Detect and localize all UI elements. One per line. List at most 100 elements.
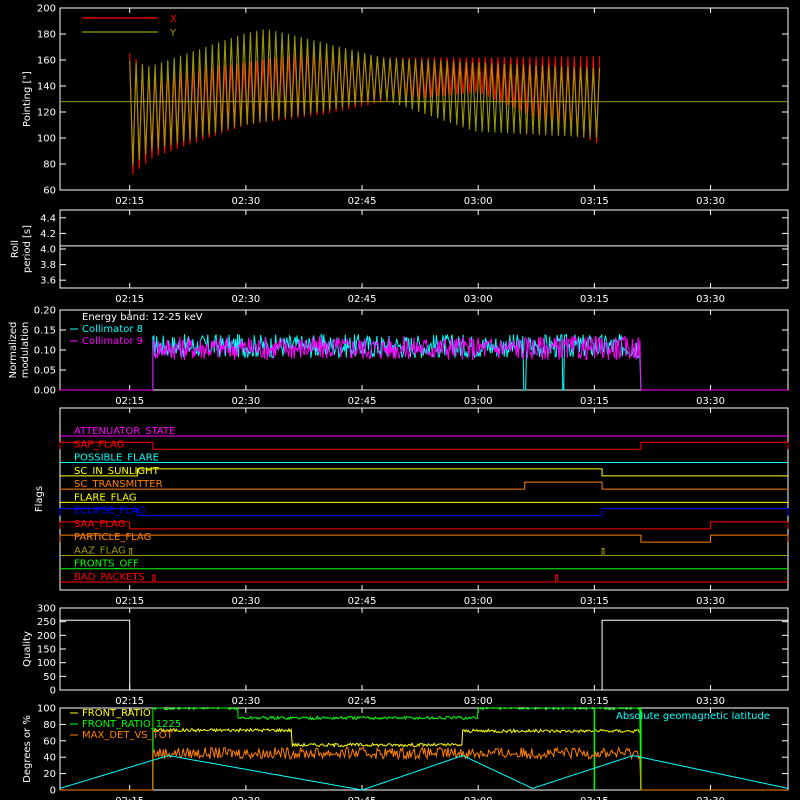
x-tick-label: 03:00 xyxy=(464,294,493,305)
flag-label: ECLIPSE_FLAG xyxy=(74,506,145,517)
y-tick-label: 0 xyxy=(50,786,56,797)
x-tick-label: 02:45 xyxy=(348,796,377,800)
flag-label: SAA_FLAG xyxy=(74,519,125,530)
legend-label: MAX_DET_VS_TOT xyxy=(82,730,174,741)
annotation-geomagnetic: Absolute geomagnetic latitude xyxy=(616,711,770,722)
y-tick-label: 3.8 xyxy=(40,260,56,271)
y-axis-label: Pointing ["] xyxy=(22,71,33,127)
y-tick-label: 200 xyxy=(37,4,56,15)
flag-label: FRONTS_OFF xyxy=(74,559,139,570)
y-tick-label: 180 xyxy=(37,30,56,41)
y-axis-label: Quality xyxy=(22,631,33,667)
x-tick-label: 02:15 xyxy=(115,596,144,607)
x-tick-label: 02:45 xyxy=(348,596,377,607)
series-collimator-9-line xyxy=(60,335,788,391)
x-tick-label: 03:15 xyxy=(580,796,609,800)
x-tick-label: 02:45 xyxy=(348,396,377,407)
flag-line xyxy=(59,441,789,450)
y-tick-label: 60 xyxy=(43,186,56,197)
x-tick-label: 02:30 xyxy=(231,396,260,407)
panel-2: 02:15 02:30 02:45 03:00 03:15 03:30 0.00 0.05 0.… xyxy=(8,306,789,407)
plot-frame xyxy=(59,407,789,591)
flag-label: POSSIBLE_FLARE xyxy=(74,453,159,464)
x-tick-label: 03:30 xyxy=(696,294,725,305)
y-axis-label: Flags xyxy=(34,486,45,512)
y-tick-label: 3.6 xyxy=(40,276,56,287)
legend-label: FRONT_RATIO xyxy=(82,708,151,719)
x-tick-label: 03:30 xyxy=(696,396,725,407)
x-tick-label: 02:30 xyxy=(231,196,260,207)
flag-line xyxy=(59,508,789,517)
y-tick-label: 4.2 xyxy=(40,229,56,240)
x-tick-label: 03:15 xyxy=(580,396,609,407)
y-tick-label: 150 xyxy=(37,645,56,656)
x-tick-label: 03:30 xyxy=(696,796,725,800)
y-tick-label: 100 xyxy=(37,134,56,145)
series-max-det-vs-tot-line xyxy=(60,745,788,791)
x-tick-label: 03:15 xyxy=(580,596,609,607)
x-tick-label: 02:15 xyxy=(115,796,144,800)
flag-label: ATTENUATOR_STATE xyxy=(74,426,175,437)
y-tick-label: 0 xyxy=(50,686,56,697)
x-tick-label: 02:15 xyxy=(115,696,144,707)
x-tick-label: 02:30 xyxy=(231,796,260,800)
y-tick-label: 80 xyxy=(43,720,56,731)
panel-3: 02:15 02:30 02:45 03:00 03:15 03:30 Flags ATTEN… xyxy=(34,407,789,607)
y-tick-label: 60 xyxy=(43,736,56,747)
panel-4: 02:15 02:30 02:45 03:00 03:15 03:30 0 50 100 150 2… xyxy=(22,604,789,707)
flag-line xyxy=(59,534,789,543)
legend-label: Y xyxy=(169,28,177,39)
x-tick-label: 02:30 xyxy=(231,294,260,305)
panel-5: 02:15 02:30 02:45 03:00 03:15 03:30 0 20 40 60 80 1… xyxy=(22,704,789,800)
y-axis-label: Normalized xyxy=(8,322,19,379)
y-axis-label: Degrees or % xyxy=(22,715,33,783)
y-tick-label: 250 xyxy=(37,617,56,628)
y-tick-label: 120 xyxy=(37,108,56,119)
annotation-energy-band: Energy band: 12-25 keV xyxy=(82,312,203,323)
legend-label: Collimator 8 xyxy=(82,324,143,335)
x-tick-label: 03:00 xyxy=(464,596,493,607)
flag-label: SC_TRANSMITTER xyxy=(74,479,163,490)
x-tick-label: 03:15 xyxy=(580,196,609,207)
x-tick-label: 02:30 xyxy=(231,696,260,707)
x-tick-label: 03:00 xyxy=(464,196,493,207)
y-axis-label: period [s] xyxy=(22,225,33,273)
y-tick-label: 100 xyxy=(37,658,56,669)
flag-line xyxy=(60,547,788,556)
y-tick-label: 0.20 xyxy=(34,306,56,317)
series-y-line xyxy=(129,29,601,166)
flag-line xyxy=(60,481,788,490)
plot-frame xyxy=(59,7,789,191)
plot-frame xyxy=(59,707,789,791)
y-tick-label: 40 xyxy=(43,753,56,764)
flag-line xyxy=(59,521,789,530)
y-tick-label: 0.00 xyxy=(34,386,56,397)
x-tick-label: 03:00 xyxy=(464,796,493,800)
y-axis-label: modulation xyxy=(20,322,31,379)
x-tick-label: 02:15 xyxy=(115,196,144,207)
flag-label: BAD_PACKETS xyxy=(74,572,145,583)
y-tick-label: 80 xyxy=(43,160,56,171)
x-tick-label: 03:00 xyxy=(464,696,493,707)
x-tick-label: 02:45 xyxy=(348,196,377,207)
y-tick-label: 200 xyxy=(37,631,56,642)
flag-line xyxy=(60,468,788,477)
x-tick-label: 03:30 xyxy=(696,596,725,607)
y-tick-label: 4.0 xyxy=(40,245,56,256)
y-tick-label: 4.4 xyxy=(40,213,56,224)
y-tick-label: 50 xyxy=(43,672,56,683)
x-tick-label: 03:15 xyxy=(580,294,609,305)
y-tick-label: 140 xyxy=(37,82,56,93)
legend-label: Collimator 9 xyxy=(82,336,143,347)
y-tick-label: 160 xyxy=(37,56,56,67)
x-tick-label: 03:15 xyxy=(580,696,609,707)
y-tick-label: 100 xyxy=(37,704,56,715)
series-absolute-geomagnetic-latitude-line xyxy=(59,755,789,791)
x-tick-label: 02:15 xyxy=(115,396,144,407)
quality-line xyxy=(60,619,788,691)
flag-label: SAP_FLAG xyxy=(74,439,124,450)
y-tick-label: 300 xyxy=(37,604,56,615)
x-tick-label: 02:15 xyxy=(115,294,144,305)
series-front-ratio-1225-line xyxy=(60,706,788,791)
